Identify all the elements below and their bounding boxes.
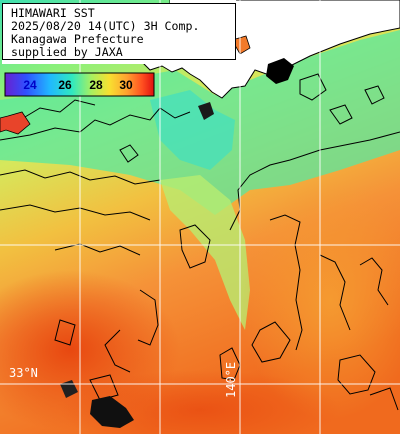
legend-label-28: 28	[89, 78, 103, 92]
legend: 24 26 28 30	[4, 72, 155, 97]
title-line-product: HIMAWARI SST	[11, 6, 95, 20]
title-line-credit: supplied by JAXA	[11, 45, 123, 59]
longitude-label: 140°E	[224, 361, 238, 398]
title-line-datetime: 2025/08/20 14(UTC) 3H Comp.	[11, 19, 200, 33]
missing-data-bay	[198, 102, 214, 120]
legend-colorbar	[4, 72, 155, 97]
cool-tongue	[160, 175, 250, 330]
cool-bay-water	[150, 90, 235, 170]
land-island	[231, 35, 251, 55]
title-line-region: Kanagawa Prefecture	[11, 32, 144, 46]
legend-label-26: 26	[58, 78, 72, 92]
missing-data-south	[90, 396, 134, 428]
title-box: HIMAWARI SST 2025/08/20 14(UTC) 3H Comp.…	[2, 3, 236, 60]
land-west-cape	[0, 111, 31, 135]
latitude-label: 33°N	[9, 366, 38, 380]
missing-data-coast	[266, 58, 294, 84]
legend-label-24: 24	[23, 78, 37, 92]
legend-label-30: 30	[119, 78, 133, 92]
